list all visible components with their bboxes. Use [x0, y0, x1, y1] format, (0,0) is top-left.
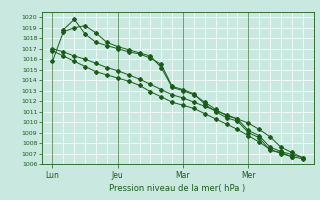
X-axis label: Pression niveau de la mer( hPa ): Pression niveau de la mer( hPa ) [109, 184, 246, 193]
